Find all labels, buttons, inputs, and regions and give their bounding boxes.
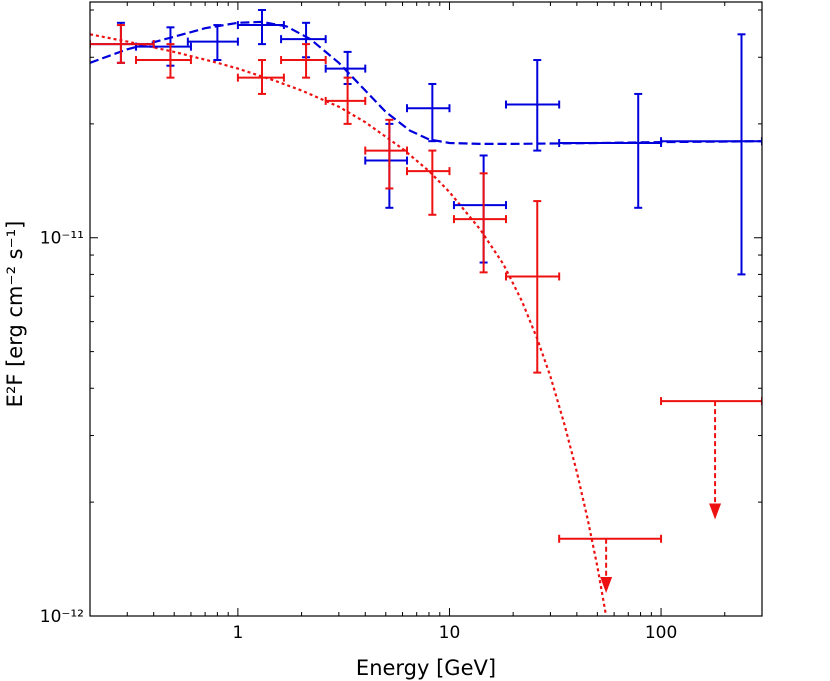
- x-tick-label-0: 1: [232, 623, 243, 643]
- red-data-point-0: [90, 24, 155, 64]
- blue-data-point-2: [186, 24, 239, 62]
- red-data-point-8: [504, 200, 561, 374]
- red-data-point-1: [135, 43, 192, 79]
- blue-data-point-3: [236, 9, 285, 46]
- red-data-point-4: [324, 76, 367, 125]
- blue-data-point-5: [324, 50, 367, 85]
- x-tick-label-1: 10: [439, 623, 461, 643]
- y-axis-title: E²F [erg cm⁻² s⁻¹]: [3, 221, 27, 408]
- y-tick-label-0: 10⁻¹²: [40, 607, 84, 627]
- x-axis-title: Energy [GeV]: [356, 656, 496, 680]
- blue-data-point-8: [452, 154, 507, 264]
- red-data-upper-limit-1: [660, 397, 762, 520]
- blue-data-point-11: [660, 33, 762, 276]
- red-data-point-2: [236, 59, 285, 95]
- plot-frame: [89, 1, 763, 617]
- red-data-point-3: [280, 43, 327, 79]
- red-data-point-6: [406, 149, 451, 216]
- red-data-ul-arrow-head-0: [600, 577, 613, 594]
- ticks: 1 10 100 10⁻¹² 10⁻¹¹: [40, 2, 762, 643]
- blue-data-point-10: [558, 92, 663, 209]
- red-data-model-curve: [90, 33, 608, 616]
- y-tick-label-1: 10⁻¹¹: [40, 229, 84, 249]
- blue-data-point-9: [504, 59, 561, 152]
- red-data-upper-limit-0: [558, 534, 663, 594]
- blue-data-point-6: [364, 122, 409, 209]
- blue-data-model-curve: [90, 20, 762, 145]
- plot-content: [90, 9, 762, 616]
- x-tick-label-2: 100: [645, 623, 677, 643]
- blue-data-point-7: [406, 82, 451, 143]
- red-data-point-7: [452, 172, 507, 274]
- red-data-point-5: [364, 118, 409, 190]
- blue-data-point-4: [280, 21, 327, 59]
- red-data-ul-arrow-head-1: [709, 503, 722, 520]
